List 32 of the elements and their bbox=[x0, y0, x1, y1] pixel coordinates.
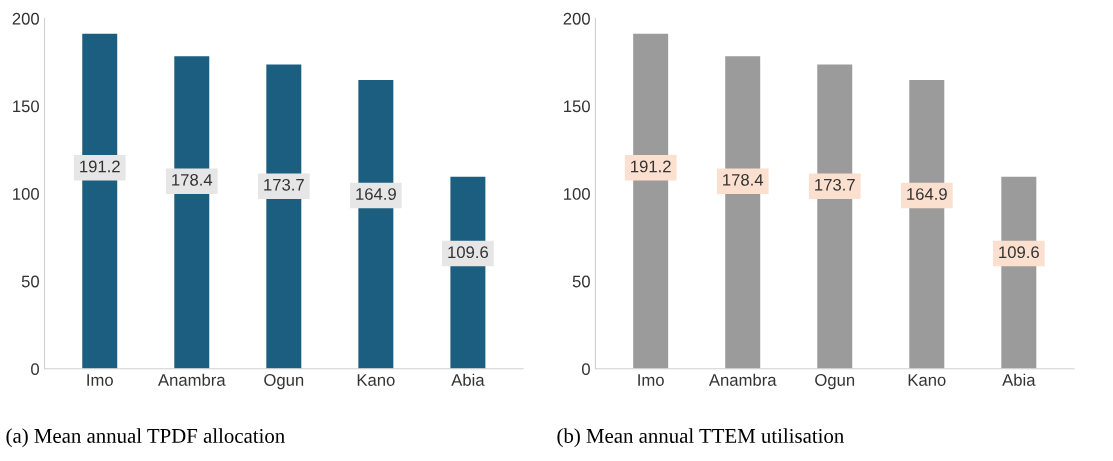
y-tick-label: 150 bbox=[13, 100, 40, 113]
data-label: 164.9 bbox=[907, 188, 947, 200]
data-label: 191.2 bbox=[631, 160, 671, 173]
x-tick-label: Ogun bbox=[264, 374, 304, 390]
x-tick-label: Ogun bbox=[815, 374, 855, 390]
y-tick-label: 150 bbox=[564, 100, 590, 113]
x-tick-label: Abia bbox=[1002, 373, 1036, 386]
x-tick-label: Imo bbox=[638, 374, 664, 386]
data-label: 178.4 bbox=[172, 173, 213, 186]
data-label: 173.7 bbox=[264, 178, 304, 191]
y-tick-label: 200 bbox=[563, 12, 590, 25]
y-tick-label: 100 bbox=[564, 188, 590, 200]
y-tick-label: 100 bbox=[13, 188, 40, 200]
data-label: 109.6 bbox=[448, 246, 489, 259]
data-label: 109.6 bbox=[999, 246, 1039, 259]
x-tick-label: Abia bbox=[451, 373, 485, 386]
y-tick-label: 200 bbox=[12, 12, 40, 25]
y-tick-label: 50 bbox=[21, 275, 40, 288]
text: (a) Mean annual TPDF allocation bbox=[6, 428, 285, 448]
data-label: 164.9 bbox=[356, 188, 396, 200]
y-tick-label: 50 bbox=[572, 275, 590, 288]
text: (b) Mean annual TTEM utilisation bbox=[557, 428, 844, 448]
x-tick-label: Anambra bbox=[708, 373, 777, 386]
y-tick-label: 0 bbox=[31, 363, 40, 375]
x-tick-label: Kano bbox=[357, 374, 395, 386]
x-tick-label: Imo bbox=[87, 374, 113, 386]
x-tick-label: Anambra bbox=[158, 373, 226, 386]
data-label: 173.7 bbox=[815, 178, 855, 191]
data-label: 178.4 bbox=[723, 173, 764, 186]
y-tick-label: 0 bbox=[581, 363, 590, 375]
data-label: 191.2 bbox=[80, 160, 120, 173]
x-tick-label: Kano bbox=[908, 374, 946, 386]
